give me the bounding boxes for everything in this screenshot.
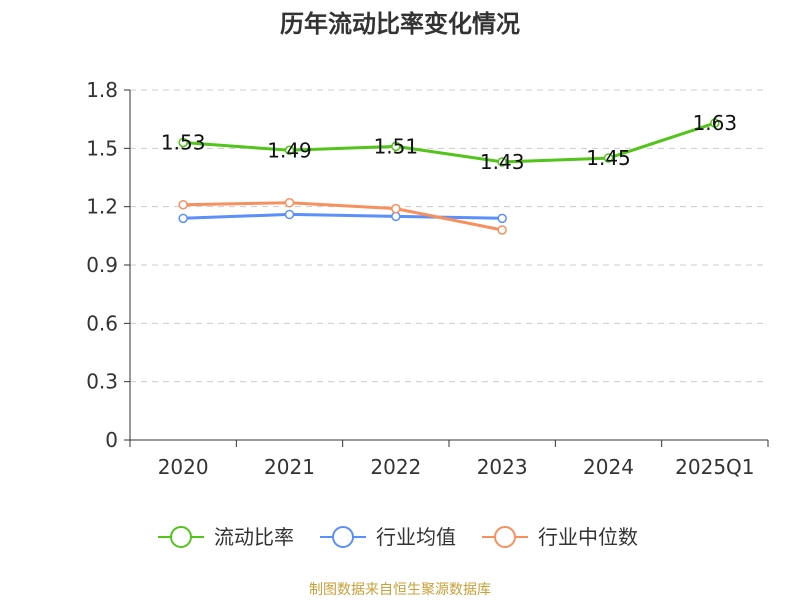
- data-label: 1.51: [374, 134, 419, 158]
- series-line: [181, 212, 504, 220]
- data-label: 1.49: [267, 138, 312, 162]
- x-tick-label: 2024: [583, 455, 634, 479]
- data-point: [391, 141, 401, 152]
- series-layer: 1.53 1.49 1.51 1.43 1.45 1.63: [161, 111, 738, 235]
- y-tick-label: 0.3: [86, 370, 118, 394]
- data-point: [284, 198, 295, 208]
- data-point: [284, 145, 295, 156]
- data-point: [391, 211, 401, 222]
- data-label: 1.43: [480, 150, 525, 174]
- data-point: [391, 203, 401, 214]
- y-tick-label: 1.5: [86, 136, 118, 160]
- data-point: [497, 213, 507, 224]
- y-tick-label: 0.9: [86, 253, 118, 277]
- data-point: [603, 153, 614, 163]
- x-tick-label: 2025Q1: [675, 455, 754, 479]
- data-label: 1.53: [161, 131, 206, 155]
- y-tick-label: 0.6: [86, 311, 118, 335]
- legend-marker: [494, 526, 516, 548]
- data-point: [178, 213, 188, 224]
- x-tick-label: 2020: [158, 455, 209, 479]
- x-tick-label: 2021: [264, 455, 315, 479]
- series-line: [181, 201, 504, 232]
- x-tick-label: 2022: [370, 455, 421, 479]
- y-tick-label: 0: [105, 428, 118, 452]
- y-tick-label: 1.8: [86, 78, 118, 102]
- x-tick-label: 2023: [477, 455, 528, 479]
- data-point: [178, 137, 188, 148]
- series-line: [181, 121, 717, 164]
- data-point: [178, 199, 188, 210]
- legend-marker: [332, 526, 354, 548]
- legend-marker: [170, 526, 192, 548]
- chart-title: 历年流动比率变化情况: [280, 10, 520, 38]
- data-point: [710, 118, 720, 128]
- y-tick-label: 1.2: [86, 195, 118, 219]
- source-note: 制图数据来自恒生聚源数据库: [309, 582, 491, 598]
- data-label: 1.45: [586, 146, 631, 170]
- data-point: [497, 157, 507, 167]
- legend-label: 行业中位数: [538, 525, 638, 549]
- legend-label: 行业均值: [376, 525, 456, 549]
- data-point: [497, 225, 507, 235]
- data-label: 1.63: [693, 111, 738, 135]
- gridlines: [130, 89, 768, 383]
- axes: 0 0.3 0.6 0.9 1.2 1.5 1.8 2020 2021 2022 2023 2024 2…: [86, 78, 769, 479]
- legend-label: 流动比率: [214, 525, 294, 549]
- data-point: [284, 209, 295, 220]
- legend: 流动比率 行业均值 行业中位数: [158, 525, 638, 549]
